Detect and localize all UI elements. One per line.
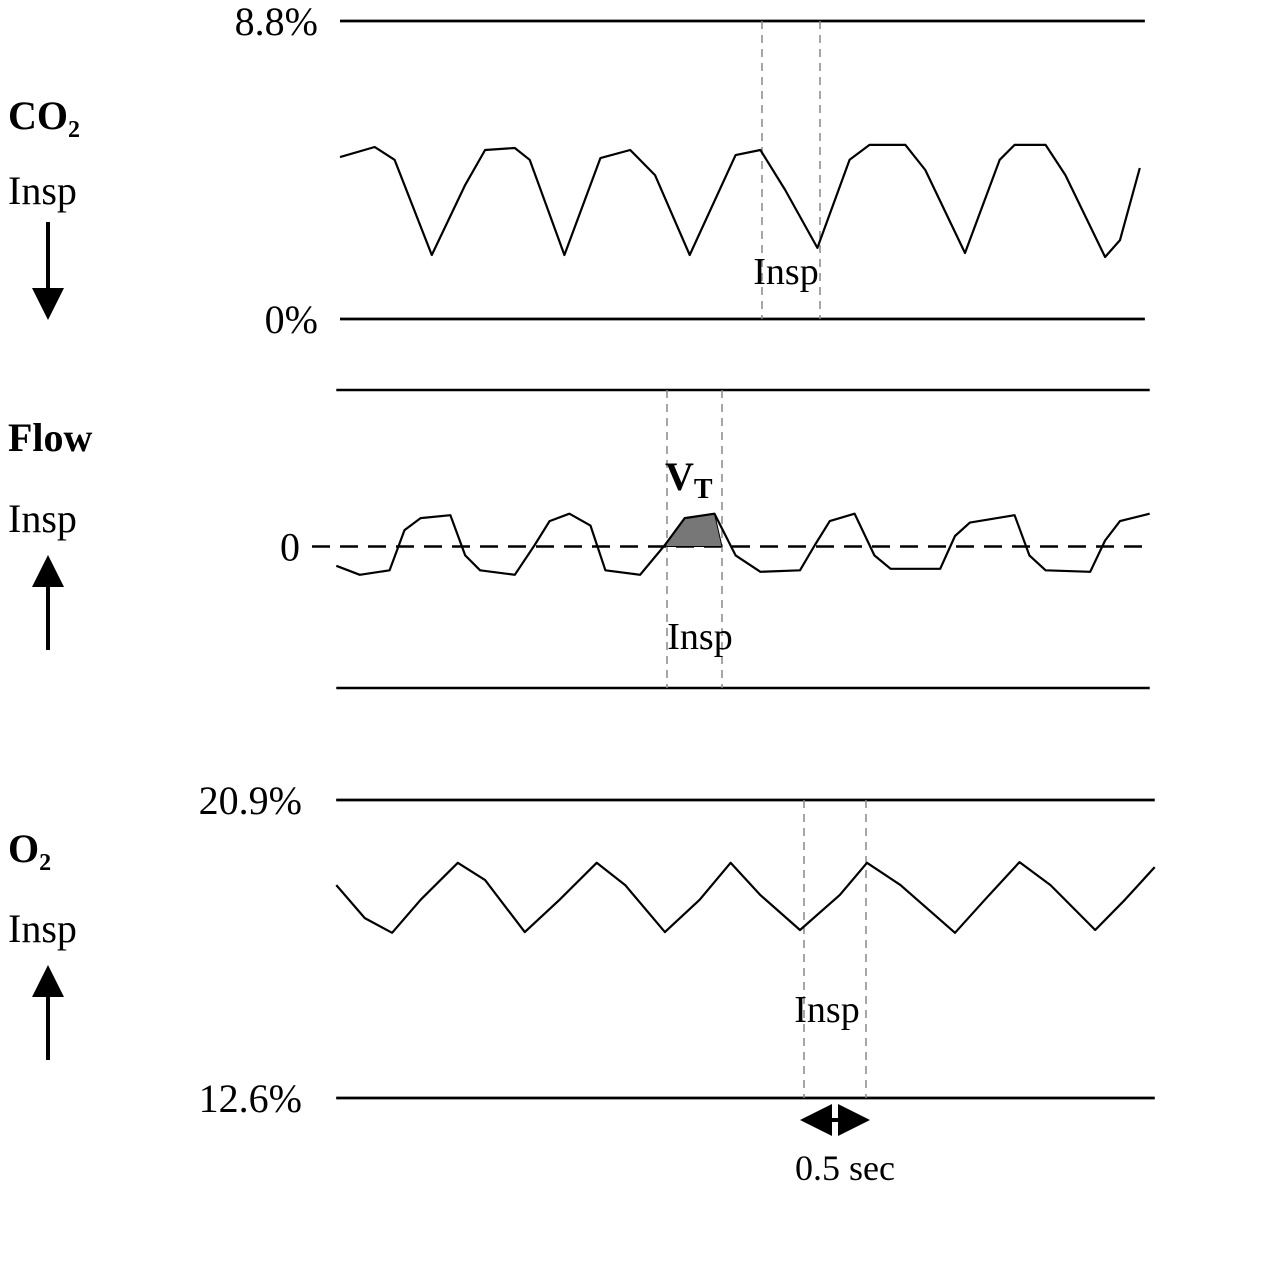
insp-annotation: Insp: [794, 989, 859, 1031]
panel-title: CO₂: [8, 93, 80, 138]
y-tick-label: 12.6%: [199, 1076, 302, 1121]
scale-bar-label: 0.5 sec: [795, 1148, 895, 1188]
insp-annotation: Insp: [667, 616, 732, 658]
tidal-volume-area: [664, 513, 723, 547]
tidal-volume-text: V: [665, 454, 694, 499]
waveform: [335, 861, 1156, 934]
y-tick-label: 20.9%: [199, 778, 302, 823]
panel-title: O₂: [8, 826, 51, 871]
direction-label: Insp: [8, 906, 77, 951]
y-tick-label: 8.8%: [235, 0, 318, 44]
tidal-volume-label: VT: [665, 454, 713, 505]
direction-label: Insp: [8, 168, 77, 213]
tidal-volume-sub: T: [694, 474, 713, 505]
y-tick-label: 0%: [265, 297, 318, 342]
direction-label: Insp: [8, 496, 77, 541]
waveform: [339, 143, 1141, 259]
y-tick-label: 0: [280, 524, 300, 569]
panel-title: Flow: [8, 415, 93, 460]
waveform: [335, 512, 1150, 576]
insp-annotation: Insp: [753, 251, 818, 293]
